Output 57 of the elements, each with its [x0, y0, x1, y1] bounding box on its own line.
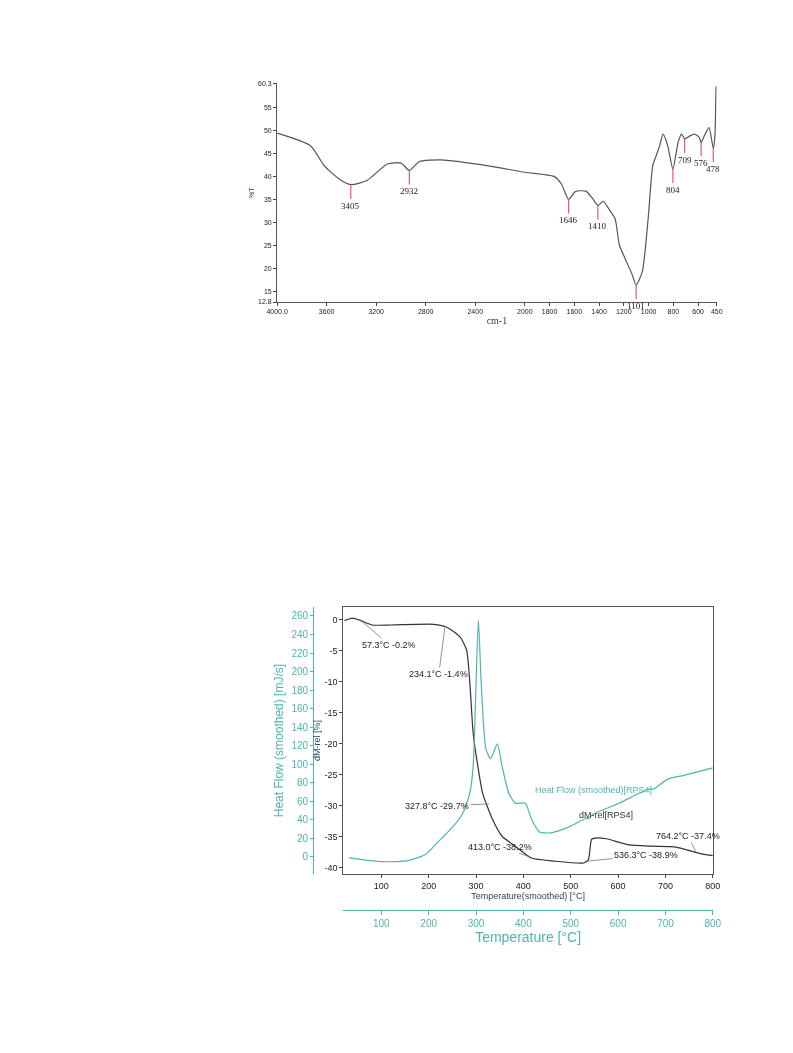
x2-tick-label: 100 — [372, 917, 391, 929]
annotation: 536.3°C -38.9% — [614, 850, 678, 860]
series-label: Heat Flow (smoothed)[RPS4] — [535, 785, 653, 795]
y-tick-label: -40 — [324, 863, 338, 874]
annotation: 1646 — [559, 215, 578, 225]
y-axis-title: dM-rel [%] — [311, 720, 322, 762]
x-axis-title: cm-1 — [486, 314, 508, 326]
y-tick-label: -15 — [324, 707, 338, 718]
annotation: 1410 — [588, 221, 607, 231]
x2-tick-label: 700 — [657, 917, 675, 929]
x-tick-label: 600 — [610, 880, 626, 891]
y2-tick-label: 100 — [291, 758, 309, 770]
x2-tick-label: 300 — [467, 917, 485, 929]
x-tick-label: 700 — [657, 880, 673, 891]
annotation: 576 — [694, 158, 708, 168]
y2-tick-label: 60 — [297, 795, 309, 807]
x-tick-label: 400 — [515, 880, 531, 891]
x-tick-label: 300 — [468, 880, 484, 891]
y2-tick-label: 200 — [291, 666, 309, 678]
x-axis-title: Temperature(smoothed) [°C] — [471, 890, 585, 901]
annotation: 327.8°C -29.7% — [405, 801, 469, 811]
annotation: 804 — [666, 185, 680, 195]
y-tick-label: 0 — [332, 614, 338, 625]
y2-tick-label: 240 — [291, 628, 309, 640]
x2-tick-label: 800 — [704, 917, 722, 929]
y2-tick-label: 120 — [291, 740, 309, 752]
y-tick-label: -25 — [324, 769, 338, 780]
annotation: 57.3°C -0.2% — [362, 640, 416, 650]
x-tick-label: 500 — [563, 880, 579, 891]
annotation: 2932 — [400, 186, 418, 196]
y2-tick-label: 80 — [297, 777, 309, 789]
x-tick-label: 800 — [705, 880, 721, 891]
annotation: 234.1°C -1.4% — [409, 669, 468, 679]
y-tick-label: -5 — [329, 645, 338, 656]
y2-tick-label: 140 — [291, 721, 309, 733]
y2-tick-label: 40 — [297, 814, 309, 826]
x2-tick-label: 400 — [515, 917, 533, 929]
x2-tick-label: 500 — [562, 917, 580, 929]
y2-tick-label: 180 — [291, 684, 309, 696]
annotation: 3405 — [341, 201, 360, 211]
y2-tick-label: 260 — [291, 610, 309, 622]
x-tick-label: 100 — [373, 880, 389, 891]
x2-tick-label: 200 — [420, 917, 438, 929]
y-tick-label: -35 — [324, 832, 338, 843]
y-tick-label: -20 — [324, 738, 338, 749]
x-tick-label: 200 — [421, 880, 437, 891]
y2-tick-label: 160 — [291, 703, 309, 715]
annotation: 709 — [678, 155, 692, 165]
y2-tick-label: 220 — [291, 647, 309, 659]
x2-axis-title: Temperature [°C] — [475, 929, 582, 946]
y2-axis-title: Heat Flow (smoothed) [mJ/s] — [271, 663, 286, 818]
y-tick-label: -10 — [324, 676, 338, 687]
y2-tick-label: 20 — [297, 832, 309, 844]
y-tick-label: -30 — [324, 800, 338, 811]
x2-tick-label: 600 — [609, 917, 627, 929]
y2-tick-label: 0 — [302, 851, 309, 863]
annotation: 478 — [706, 164, 720, 174]
